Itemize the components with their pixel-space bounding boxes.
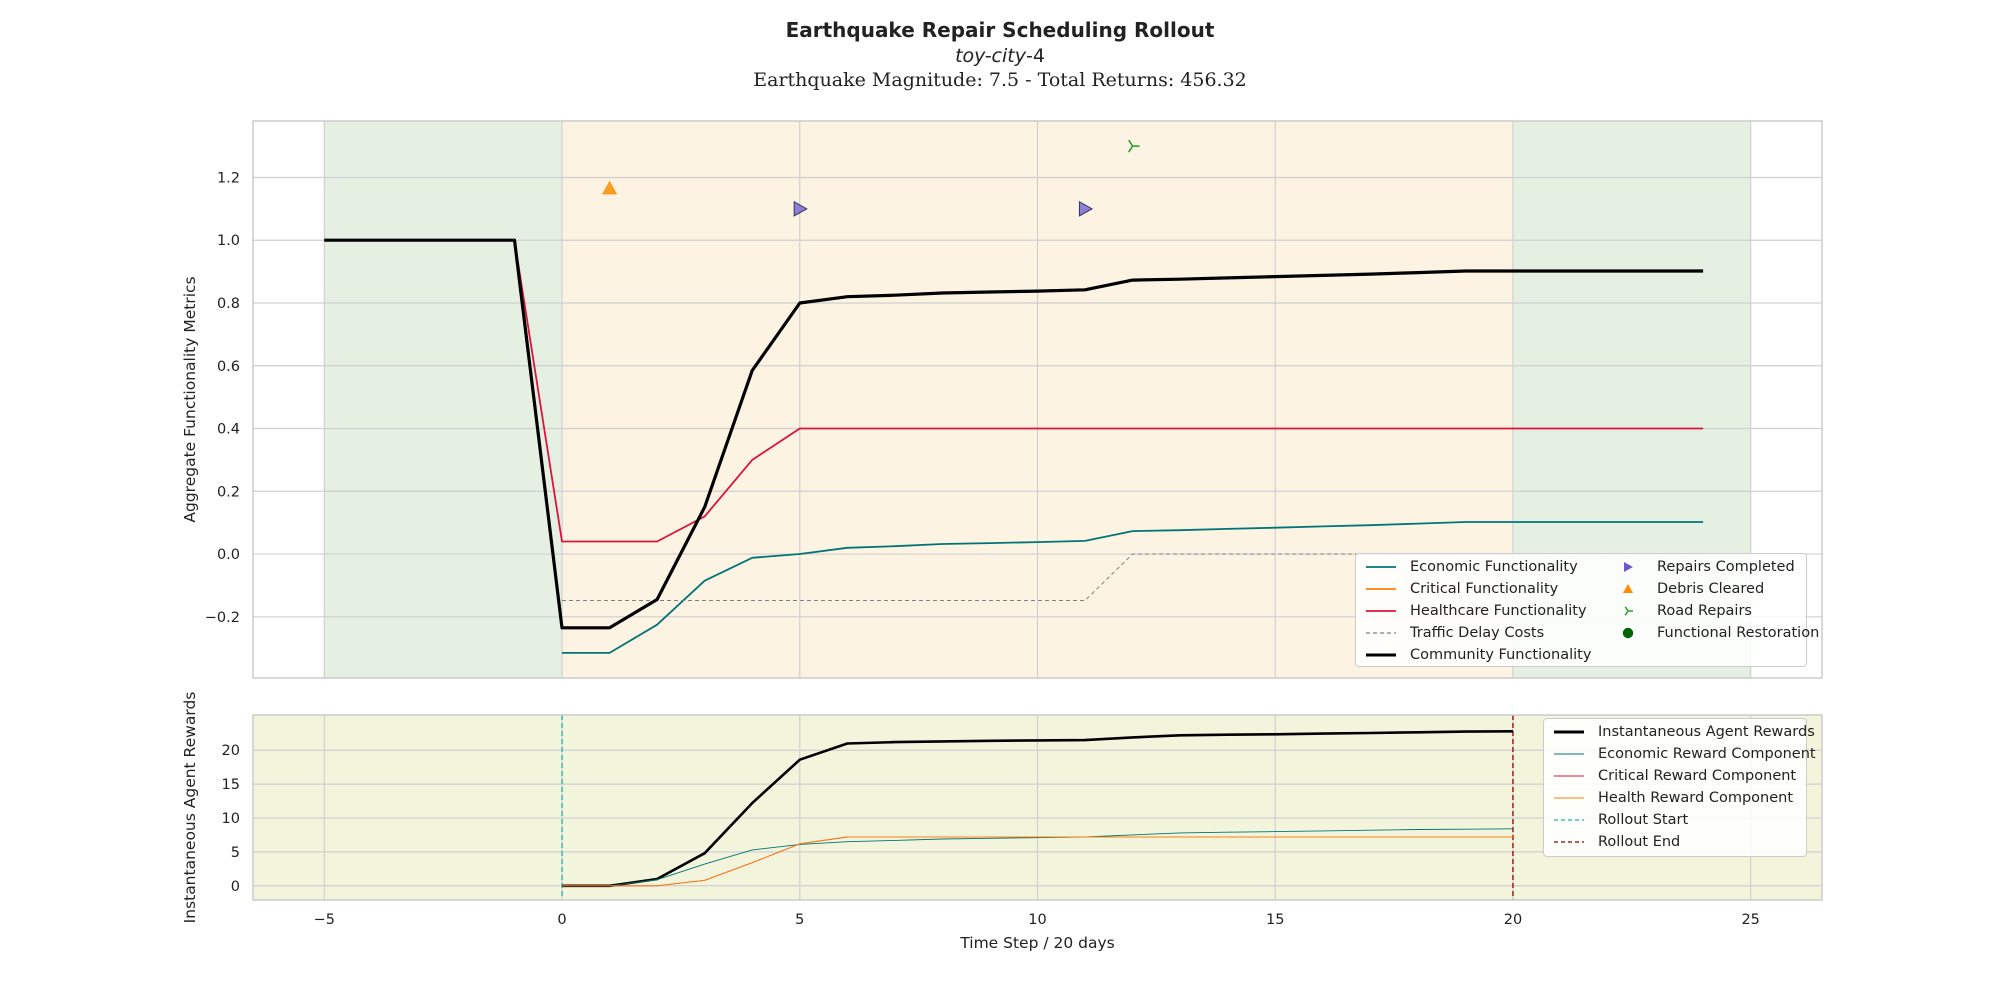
legend-label: Critical Functionality	[1410, 581, 1559, 597]
legend-item-economic-functionality: Economic Functionality	[1364, 557, 1578, 577]
legend-item-critical-reward-component: Critical Reward Component	[1552, 766, 1796, 786]
debris-cleared-swatch	[1623, 584, 1633, 593]
health-reward-component-swatch	[1554, 797, 1584, 799]
x-tick-label: 25	[1741, 912, 1759, 928]
legend-item-instantaneous-agent-rewards: Instantaneous Agent Rewards	[1552, 722, 1815, 742]
instantaneous-agent-rewards-swatch	[1554, 730, 1584, 734]
legend-item-road-repairs: Road Repairs	[1611, 601, 1752, 621]
legend-label: Functional Restoration	[1657, 625, 1820, 641]
y-tick-label: 0.6	[217, 359, 240, 375]
legend-item-traffic-delay-costs: Traffic Delay Costs	[1364, 623, 1544, 643]
health-reward-component-line	[562, 836, 1513, 887]
rewards-legend: Instantaneous Agent Rewards Economic Rewa…	[1543, 718, 1816, 857]
economic-functionality-line	[562, 521, 1704, 654]
y-tick-label: 0.4	[217, 422, 240, 438]
x-tick-label: 0	[557, 912, 566, 928]
legend-label: Healthcare Functionality	[1410, 603, 1587, 619]
functionality-legend: Economic Functionality Critical Functiona…	[1355, 553, 1819, 667]
road-repairs-marker	[1128, 139, 1140, 153]
economic-functionality-swatch	[1366, 566, 1396, 568]
economic-reward-component-line	[562, 828, 1514, 887]
community-functionality-line	[324, 238, 1704, 630]
functional-restoration-swatch	[1622, 627, 1634, 639]
chart-title: Earthquake Repair Scheduling Rollout	[785, 18, 1215, 42]
legend-item-debris-cleared: Debris Cleared	[1611, 579, 1764, 599]
y-tick-label: 0.8	[217, 296, 240, 312]
legend-item-economic-reward-component: Economic Reward Component	[1552, 744, 1816, 764]
y-axis-label: Instantaneous Agent Rewards	[181, 692, 199, 924]
y-tick-label: −0.2	[205, 610, 240, 626]
legend-label: Critical Reward Component	[1598, 768, 1797, 784]
legend-item-rollout-end: Rollout End	[1552, 832, 1680, 852]
road-repairs-swatch	[1624, 606, 1633, 616]
y-axis-label: Aggregate Functionality Metrics	[181, 276, 199, 522]
debris-cleared-marker	[602, 180, 618, 195]
rollout-start-swatch	[1554, 819, 1584, 821]
y-tick-label: 15	[222, 777, 240, 793]
x-tick-label: 5	[795, 912, 804, 928]
critical-reward-component-swatch	[1554, 775, 1584, 777]
y-tick-label: 0.2	[217, 484, 240, 500]
x-tick-label: 15	[1266, 912, 1284, 928]
repairs-completed-swatch	[1624, 562, 1633, 572]
legend-item-health-reward-component: Health Reward Component	[1552, 788, 1793, 808]
economic-reward-component-swatch	[1554, 753, 1584, 755]
instantaneous-agent-rewards-line	[562, 730, 1514, 888]
legend-label: Traffic Delay Costs	[1410, 625, 1545, 641]
repairs-completed-marker	[1078, 201, 1094, 217]
y-tick-label: 20	[222, 743, 240, 759]
legend-item-healthcare-functionality: Healthcare Functionality	[1364, 601, 1587, 621]
community-functionality-swatch	[1366, 653, 1396, 657]
chart-subtitle-2: Earthquake Magnitude: 7.5 - Total Return…	[753, 69, 1247, 91]
repairs-completed-marker	[793, 201, 808, 217]
legend-label: Instantaneous Agent Rewards	[1598, 724, 1815, 740]
y-tick-label: 0	[231, 879, 240, 895]
healthcare-functionality-line	[324, 239, 1704, 543]
legend-label: Rollout Start	[1598, 812, 1689, 828]
legend-label: Rollout End	[1598, 834, 1681, 850]
rollout-end-swatch	[1554, 841, 1584, 843]
plot-frame	[252, 120, 1823, 679]
legend-label: Repairs Completed	[1657, 559, 1795, 575]
legend-item-rollout-start: Rollout Start	[1552, 810, 1688, 830]
functionality-panel: −0.2 0.0 0.2 0.4 0.6 0.8 1.0 1.2 Aggregate Funct…	[181, 120, 1823, 679]
legend-label: Health Reward Component	[1598, 790, 1794, 806]
legend-label: Economic Reward Component	[1598, 746, 1816, 762]
x-tick-label: 20	[1504, 912, 1522, 928]
plot-frame	[252, 714, 1823, 901]
y-tick-label: 1.0	[217, 233, 240, 249]
legend-label: Community Functionality	[1410, 647, 1592, 663]
chart-subtitle: toy-city-4	[0, 45, 2000, 67]
legend-item-critical-functionality: Critical Functionality	[1364, 579, 1558, 599]
city-index: -4	[1025, 45, 1045, 67]
critical-functionality-swatch	[1366, 588, 1396, 590]
x-axis-label: Time Step / 20 days	[959, 934, 1114, 952]
legend-item-repairs-completed: Repairs Completed	[1611, 557, 1795, 577]
legend-label: Debris Cleared	[1657, 581, 1765, 597]
y-tick-label: 1.2	[217, 170, 240, 186]
y-tick-label: 10	[222, 811, 240, 827]
x-tick-label: 10	[1028, 912, 1046, 928]
shaded-region-pre	[324, 121, 563, 678]
city-name: toy-city	[955, 45, 1026, 67]
legend-label: Economic Functionality	[1410, 559, 1578, 575]
x-tick-label: −5	[314, 912, 335, 928]
healthcare-functionality-swatch	[1366, 610, 1396, 612]
y-tick-label: 0.0	[217, 547, 240, 563]
legend-item-functional-restoration: Functional Restoration	[1611, 623, 1819, 643]
traffic-delay-costs-swatch	[1366, 632, 1396, 634]
legend-label: Road Repairs	[1657, 603, 1752, 619]
y-tick-label: 5	[231, 845, 240, 861]
legend-item-community-functionality: Community Functionality	[1364, 645, 1591, 665]
